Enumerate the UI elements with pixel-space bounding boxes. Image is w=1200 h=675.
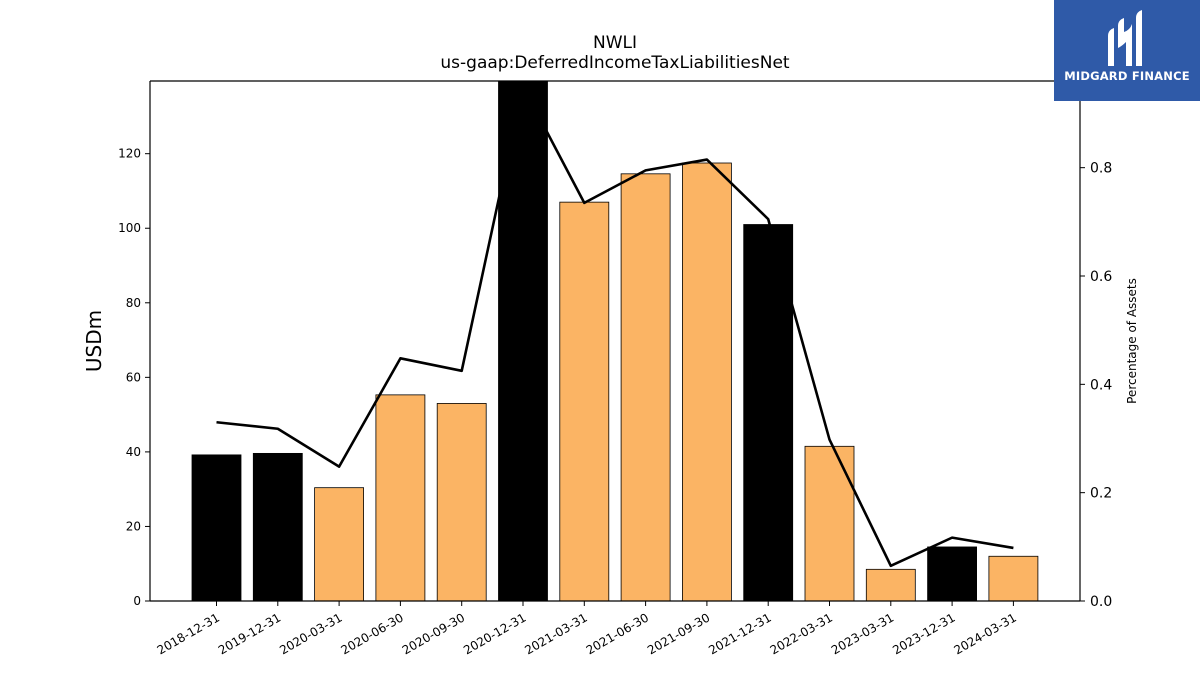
- x-tick-label: 2020-09-30: [400, 610, 467, 657]
- x-tick-label: 2021-12-31: [706, 610, 773, 657]
- x-tick-label: 2021-06-30: [584, 610, 651, 657]
- y-tick-label: 0: [133, 594, 141, 608]
- bar: [375, 394, 426, 602]
- x-tick-label: 2021-03-31: [522, 610, 589, 657]
- bar: [191, 454, 242, 602]
- midgard-finance-logo: MIDGARD FINANCE: [1054, 0, 1200, 101]
- x-tick-label: 2021-09-30: [645, 610, 712, 657]
- bar: [743, 224, 794, 602]
- x-tick-label: 2024-03-31: [951, 610, 1018, 657]
- bar: [988, 555, 1039, 602]
- bar: [804, 445, 855, 602]
- bar: [314, 487, 365, 602]
- bar: [498, 80, 548, 602]
- y2-axis-label: Percentage of Assets: [1125, 278, 1139, 404]
- x-tick-label: 2020-12-31: [461, 610, 528, 657]
- y-tick-label: 60: [126, 370, 141, 384]
- y-axis-label: USDm: [82, 310, 106, 372]
- y2-tick-label: 0.8: [1090, 161, 1112, 177]
- y-tick-label: 40: [126, 445, 141, 459]
- bars-group: [191, 80, 1039, 602]
- bar: [682, 162, 732, 602]
- bar: [559, 201, 610, 602]
- y-tick-label: 120: [118, 147, 141, 161]
- logo-mark-icon: [1108, 10, 1142, 66]
- bar: [436, 403, 487, 602]
- chart-title: NWLI: [593, 33, 637, 53]
- chart-subtitle: us-gaap:DeferredIncomeTaxLiabilitiesNet: [440, 53, 790, 73]
- y2-tick-label: 0.4: [1090, 377, 1112, 393]
- x-tick-label: 2020-06-30: [338, 610, 405, 657]
- x-tick-label: 2020-03-31: [277, 610, 344, 657]
- y2-tick-label: 0.0: [1090, 594, 1112, 610]
- y-tick-label: 80: [126, 296, 141, 310]
- x-tick-label: 2019-12-31: [216, 610, 283, 657]
- y2-tick-label: 0.6: [1090, 269, 1112, 285]
- bar: [865, 568, 916, 602]
- line-group: [216, 85, 1014, 568]
- y2-tick-label: 0.2: [1090, 486, 1112, 502]
- bar: [927, 546, 977, 602]
- bar: [252, 452, 303, 602]
- y-tick-label: 20: [126, 519, 141, 533]
- percentage-line: [216, 85, 1014, 568]
- y-tick-label: 100: [118, 221, 141, 235]
- bar: [620, 173, 671, 602]
- x-tick-label: 2023-03-31: [829, 610, 896, 657]
- x-tick-label: 2023-12-31: [890, 610, 957, 657]
- logo-text: MIDGARD FINANCE: [1064, 69, 1190, 83]
- x-tick-label: 2022-03-31: [768, 610, 835, 657]
- x-tick-label: 2018-12-31: [155, 610, 222, 657]
